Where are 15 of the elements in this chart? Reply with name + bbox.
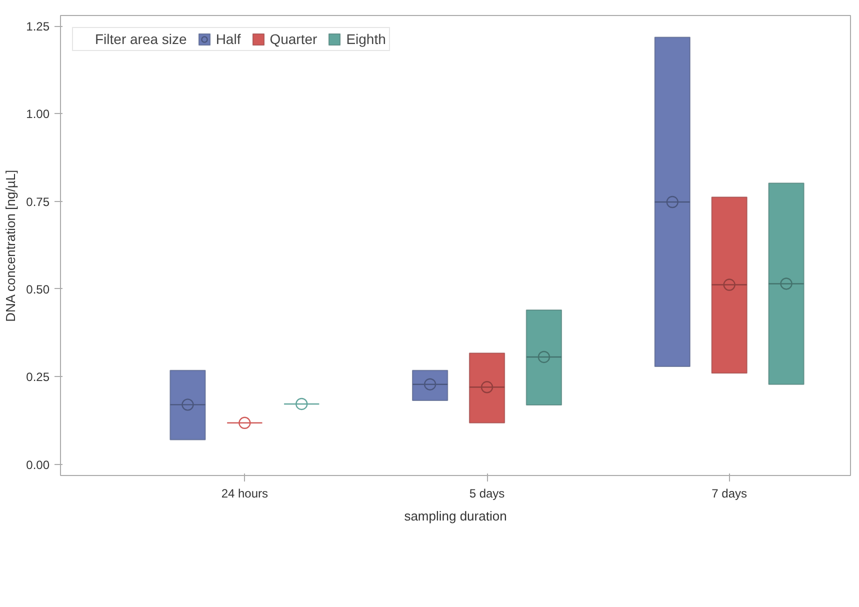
y-axis-title: DNA concentration [ng/µL] — [3, 170, 18, 322]
y-tick-label: 0.75 — [26, 194, 50, 209]
x-axis-title: sampling duration — [404, 508, 507, 524]
legend-label: Half — [216, 31, 241, 47]
x-tick-label: 7 days — [712, 486, 748, 500]
y-tick-label: 1.00 — [26, 107, 50, 122]
y-tick-label: 0.50 — [26, 282, 50, 296]
x-tick-label: 24 hours — [221, 486, 268, 500]
y-tick-label: 1.25 — [26, 20, 50, 34]
legend-label: Eighth — [346, 31, 386, 47]
y-tick-label: 0.00 — [26, 458, 50, 472]
y-tick-label: 0.25 — [26, 370, 50, 384]
x-tick-label: 5 days — [469, 486, 505, 500]
legend-label: Quarter — [270, 31, 318, 47]
legend-title: Filter area size — [95, 31, 187, 47]
